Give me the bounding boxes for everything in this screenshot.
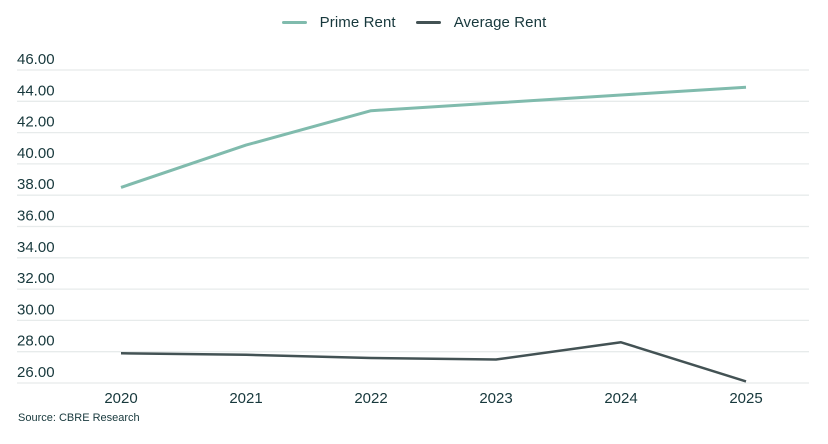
y-axis-tick-label: 28.00 xyxy=(17,333,55,350)
y-axis-tick-label: 38.00 xyxy=(17,176,55,193)
chart-legend: Prime Rent Average Rent xyxy=(0,14,828,31)
source-note: Source: CBRE Research xyxy=(18,412,140,424)
y-axis-tick-label: 34.00 xyxy=(17,239,55,256)
x-axis-tick-label: 2020 xyxy=(104,390,137,407)
y-axis-tick-label: 46.00 xyxy=(17,51,55,68)
prime-rent-swatch-icon xyxy=(281,20,307,25)
y-axis-tick-label: 36.00 xyxy=(17,208,55,225)
x-axis-tick-label: 2021 xyxy=(229,390,262,407)
x-axis-tick-label: 2025 xyxy=(729,390,762,407)
x-axis-tick-label: 2023 xyxy=(479,390,512,407)
legend-label: Average Rent xyxy=(453,14,547,31)
y-axis-tick-label: 40.00 xyxy=(17,145,55,162)
y-axis-tick-label: 42.00 xyxy=(17,114,55,131)
y-axis-tick-label: 30.00 xyxy=(17,301,55,318)
y-axis-tick-label: 32.00 xyxy=(17,270,55,287)
x-axis-tick-label: 2024 xyxy=(604,390,637,407)
x-axis-tick-label: 2022 xyxy=(354,390,387,407)
average-rent-line xyxy=(120,341,747,383)
prime-rent-line xyxy=(120,85,747,189)
legend-label: Prime Rent xyxy=(319,14,396,31)
legend-item-prime-rent: Prime Rent xyxy=(281,14,396,31)
y-axis-tick-label: 44.00 xyxy=(17,82,55,99)
average-rent-swatch-icon xyxy=(415,20,441,25)
legend-item-average-rent: Average Rent xyxy=(415,14,547,31)
y-axis-tick-label: 26.00 xyxy=(17,364,55,381)
